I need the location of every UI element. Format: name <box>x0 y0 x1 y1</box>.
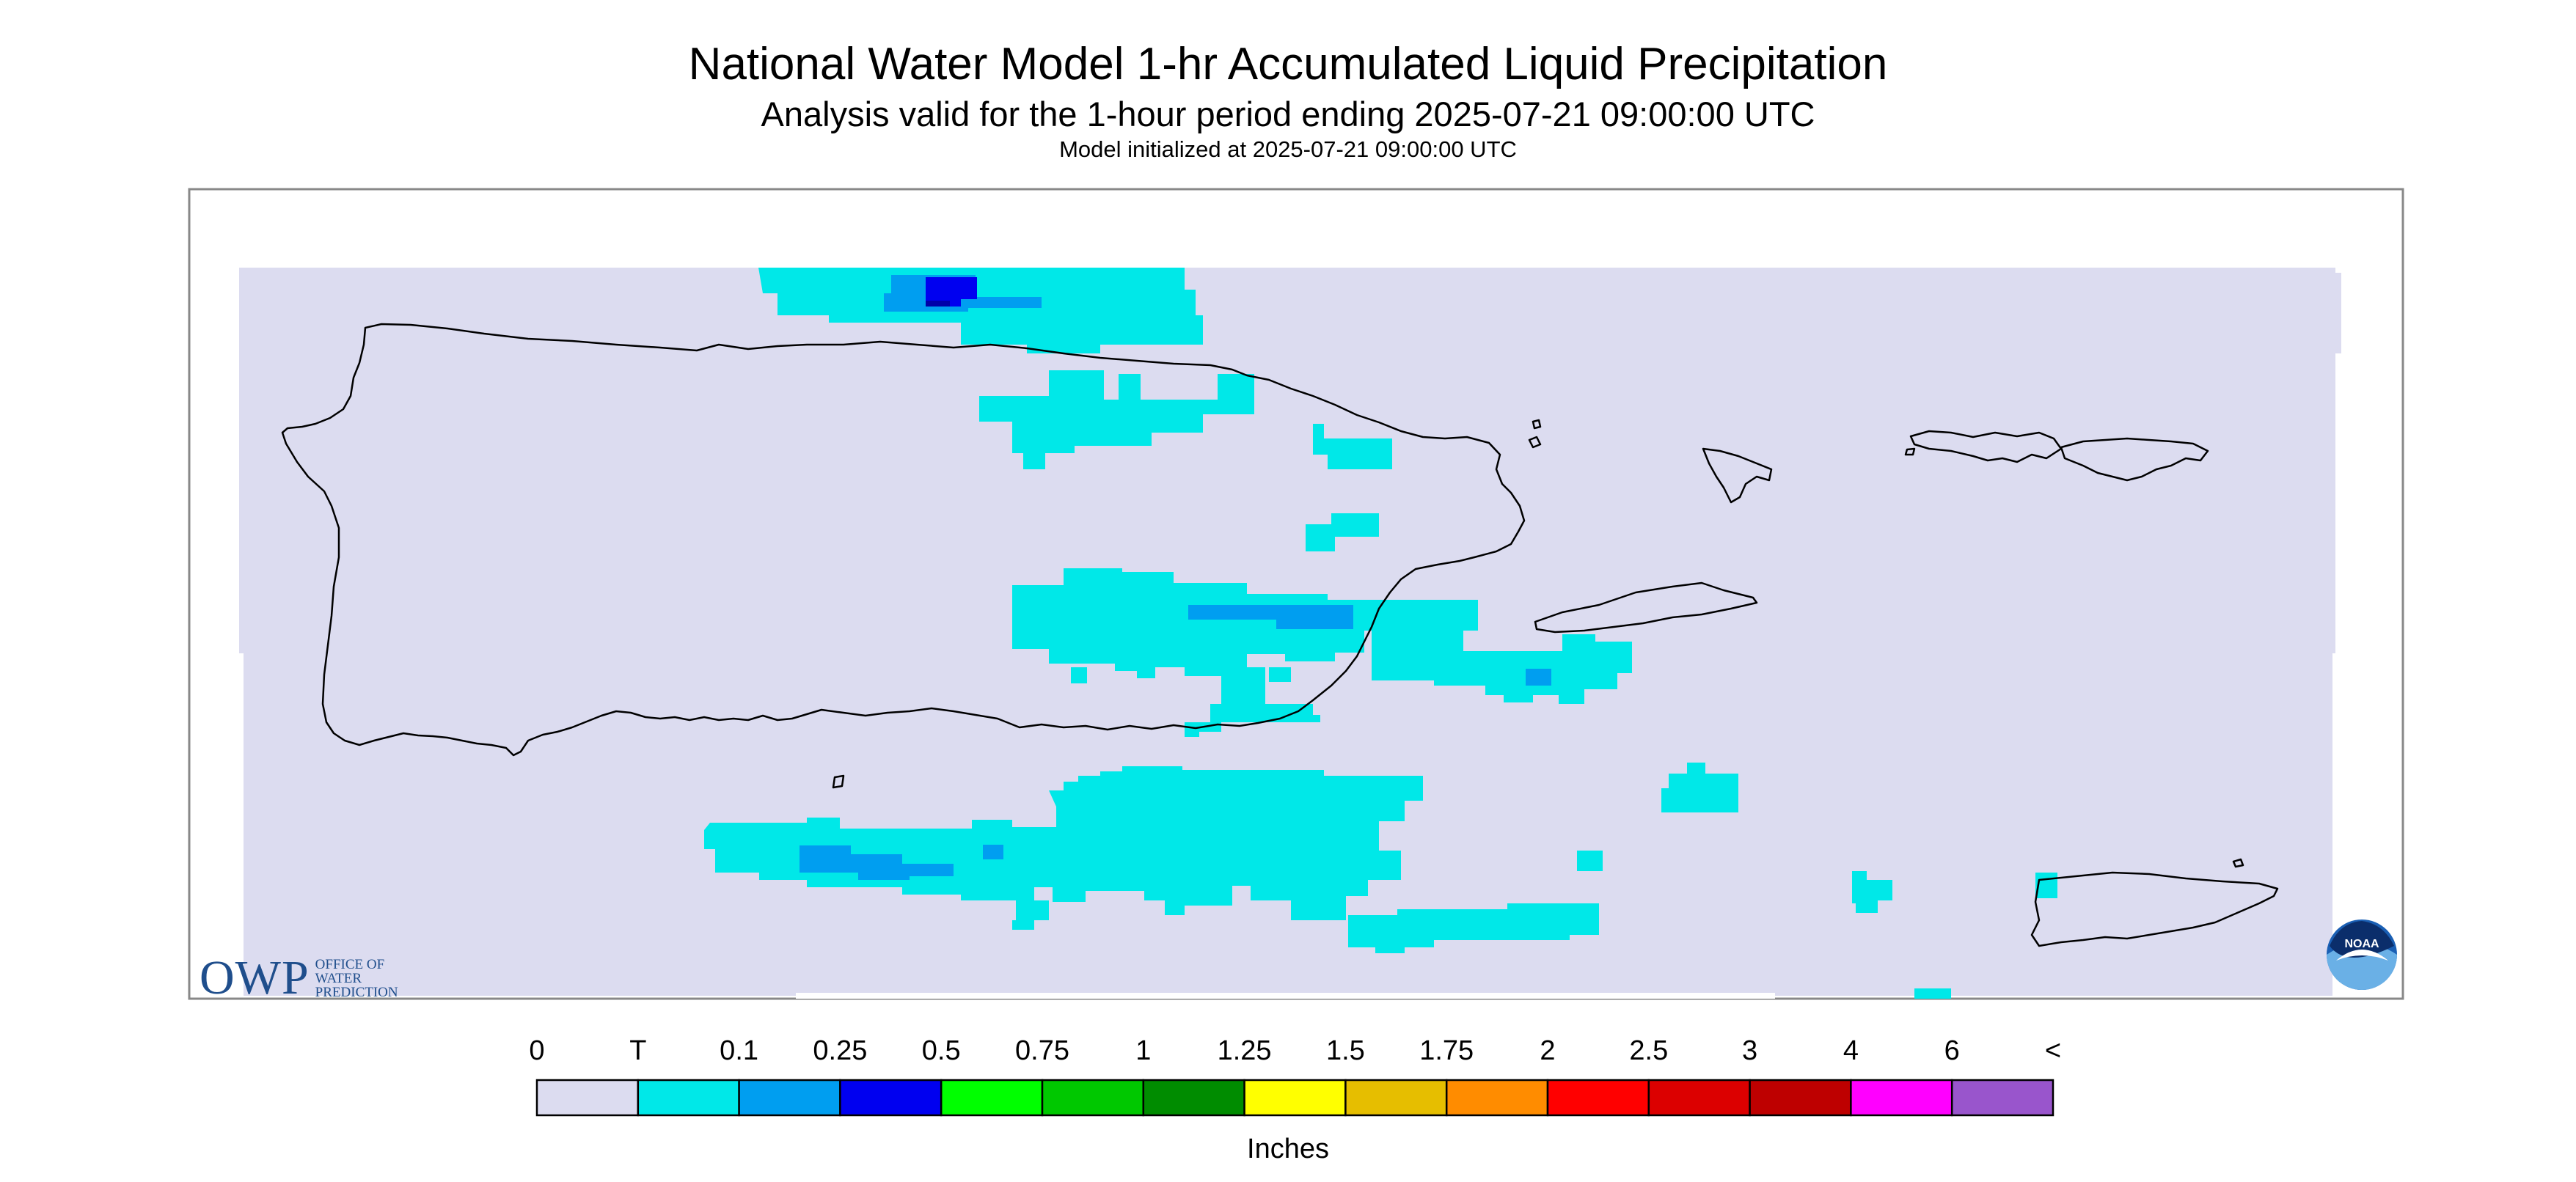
puerto-rico-outline <box>281 323 1526 757</box>
legend-swatch <box>940 1079 1044 1117</box>
noaa-logo-text: NOAA <box>2344 938 2379 950</box>
st-john-outline <box>2060 437 2209 482</box>
st-croix-outline <box>2030 871 2279 947</box>
vieques-outline <box>1534 581 1758 634</box>
legend-swatch <box>1041 1079 1145 1117</box>
legend-swatch <box>1445 1079 1549 1117</box>
st-thomas-outline <box>1909 430 2063 463</box>
legend-swatch <box>1546 1079 1650 1117</box>
model-domain <box>239 268 2341 999</box>
precip-trace-cells <box>704 268 2057 999</box>
owp-line: PREDICTION <box>315 984 398 1000</box>
legend-swatch <box>1142 1079 1245 1117</box>
legend-swatch <box>1344 1079 1448 1117</box>
legend-swatch <box>535 1079 640 1117</box>
legend-swatch <box>1243 1079 1347 1117</box>
culebra-outline <box>1702 447 1773 504</box>
coastline-outlines <box>281 323 2279 947</box>
owp-full-name: OFFICE OF WATER PREDICTION <box>315 958 398 999</box>
model-init-text: Model initialized at 2025-07-21 09:00:00… <box>1059 136 1517 162</box>
legend-color-bar <box>535 1079 2054 1117</box>
legend-swatch <box>1850 1079 1953 1117</box>
precip-heavy-cells <box>926 277 977 306</box>
map-title: National Water Model 1-hr Accumulated Li… <box>688 39 1888 89</box>
owp-line: WATER <box>315 970 362 986</box>
desecheo-outline <box>832 774 845 789</box>
legend-swatch <box>1647 1079 1751 1117</box>
legend-swatch <box>1950 1079 2054 1117</box>
noaa-logo: NOAA <box>2327 919 2397 990</box>
map-subtitle: Analysis valid for the 1-hour period end… <box>761 95 1815 133</box>
legend-swatch <box>738 1079 841 1117</box>
legend-units: Inches <box>1247 1134 1329 1164</box>
owp-mark: OWP <box>200 951 310 1005</box>
legend-swatch <box>839 1079 943 1117</box>
legend-swatch <box>637 1079 740 1117</box>
legend-swatch <box>1749 1079 1852 1117</box>
owp-line: OFFICE OF <box>315 956 385 972</box>
owp-logo: OWP OFFICE OF WATER PREDICTION <box>200 950 398 1006</box>
